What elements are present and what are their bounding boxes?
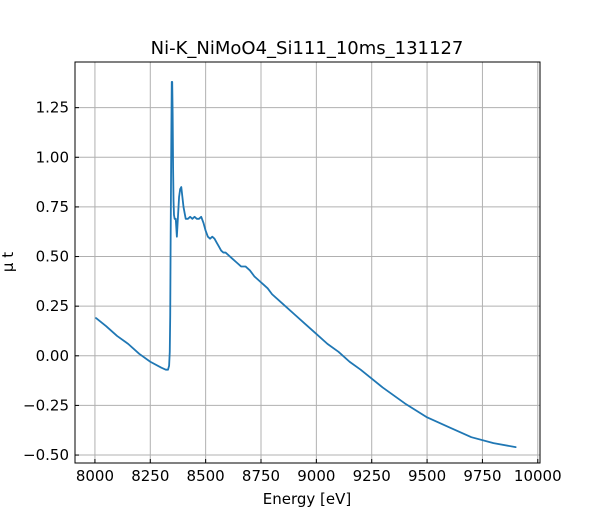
plot-frame <box>74 61 541 464</box>
y-axis-label: μ t <box>0 252 17 272</box>
y-tick-label: 0.50 <box>36 248 69 266</box>
y-tick-label: −0.50 <box>23 446 69 464</box>
x-tick-label: 8250 <box>131 467 169 485</box>
y-tick-label: 0.75 <box>36 198 69 216</box>
x-tick-label: 8750 <box>242 467 280 485</box>
x-tick-label: 10000 <box>514 467 562 485</box>
axis-ticks <box>75 107 539 463</box>
x-tick-label: 9250 <box>353 467 391 485</box>
x-tick-label: 9500 <box>408 467 446 485</box>
x-tick-label: 9000 <box>297 467 335 485</box>
x-tick-label: 8000 <box>76 467 114 485</box>
x-tick-label: 8500 <box>187 467 225 485</box>
series-line-0 <box>95 80 517 449</box>
y-tick-label: 1.25 <box>36 99 69 117</box>
tick-labels: 8000 8250 8500 8750 9000 9250 9500 9750 10000 −0.… <box>23 99 562 485</box>
y-tick-label: 1.00 <box>36 148 69 166</box>
x-axis-label: Energy [eV] <box>263 490 351 508</box>
y-tick-label: 0.25 <box>36 297 69 315</box>
grid-lines <box>75 62 540 463</box>
y-tick-label: 0.00 <box>36 347 69 365</box>
chart-title: Ni-K_NiMoO4_Si111_10ms_131127 <box>151 38 464 59</box>
y-tick-label: −0.25 <box>23 396 69 414</box>
x-tick-label: 9750 <box>463 467 501 485</box>
